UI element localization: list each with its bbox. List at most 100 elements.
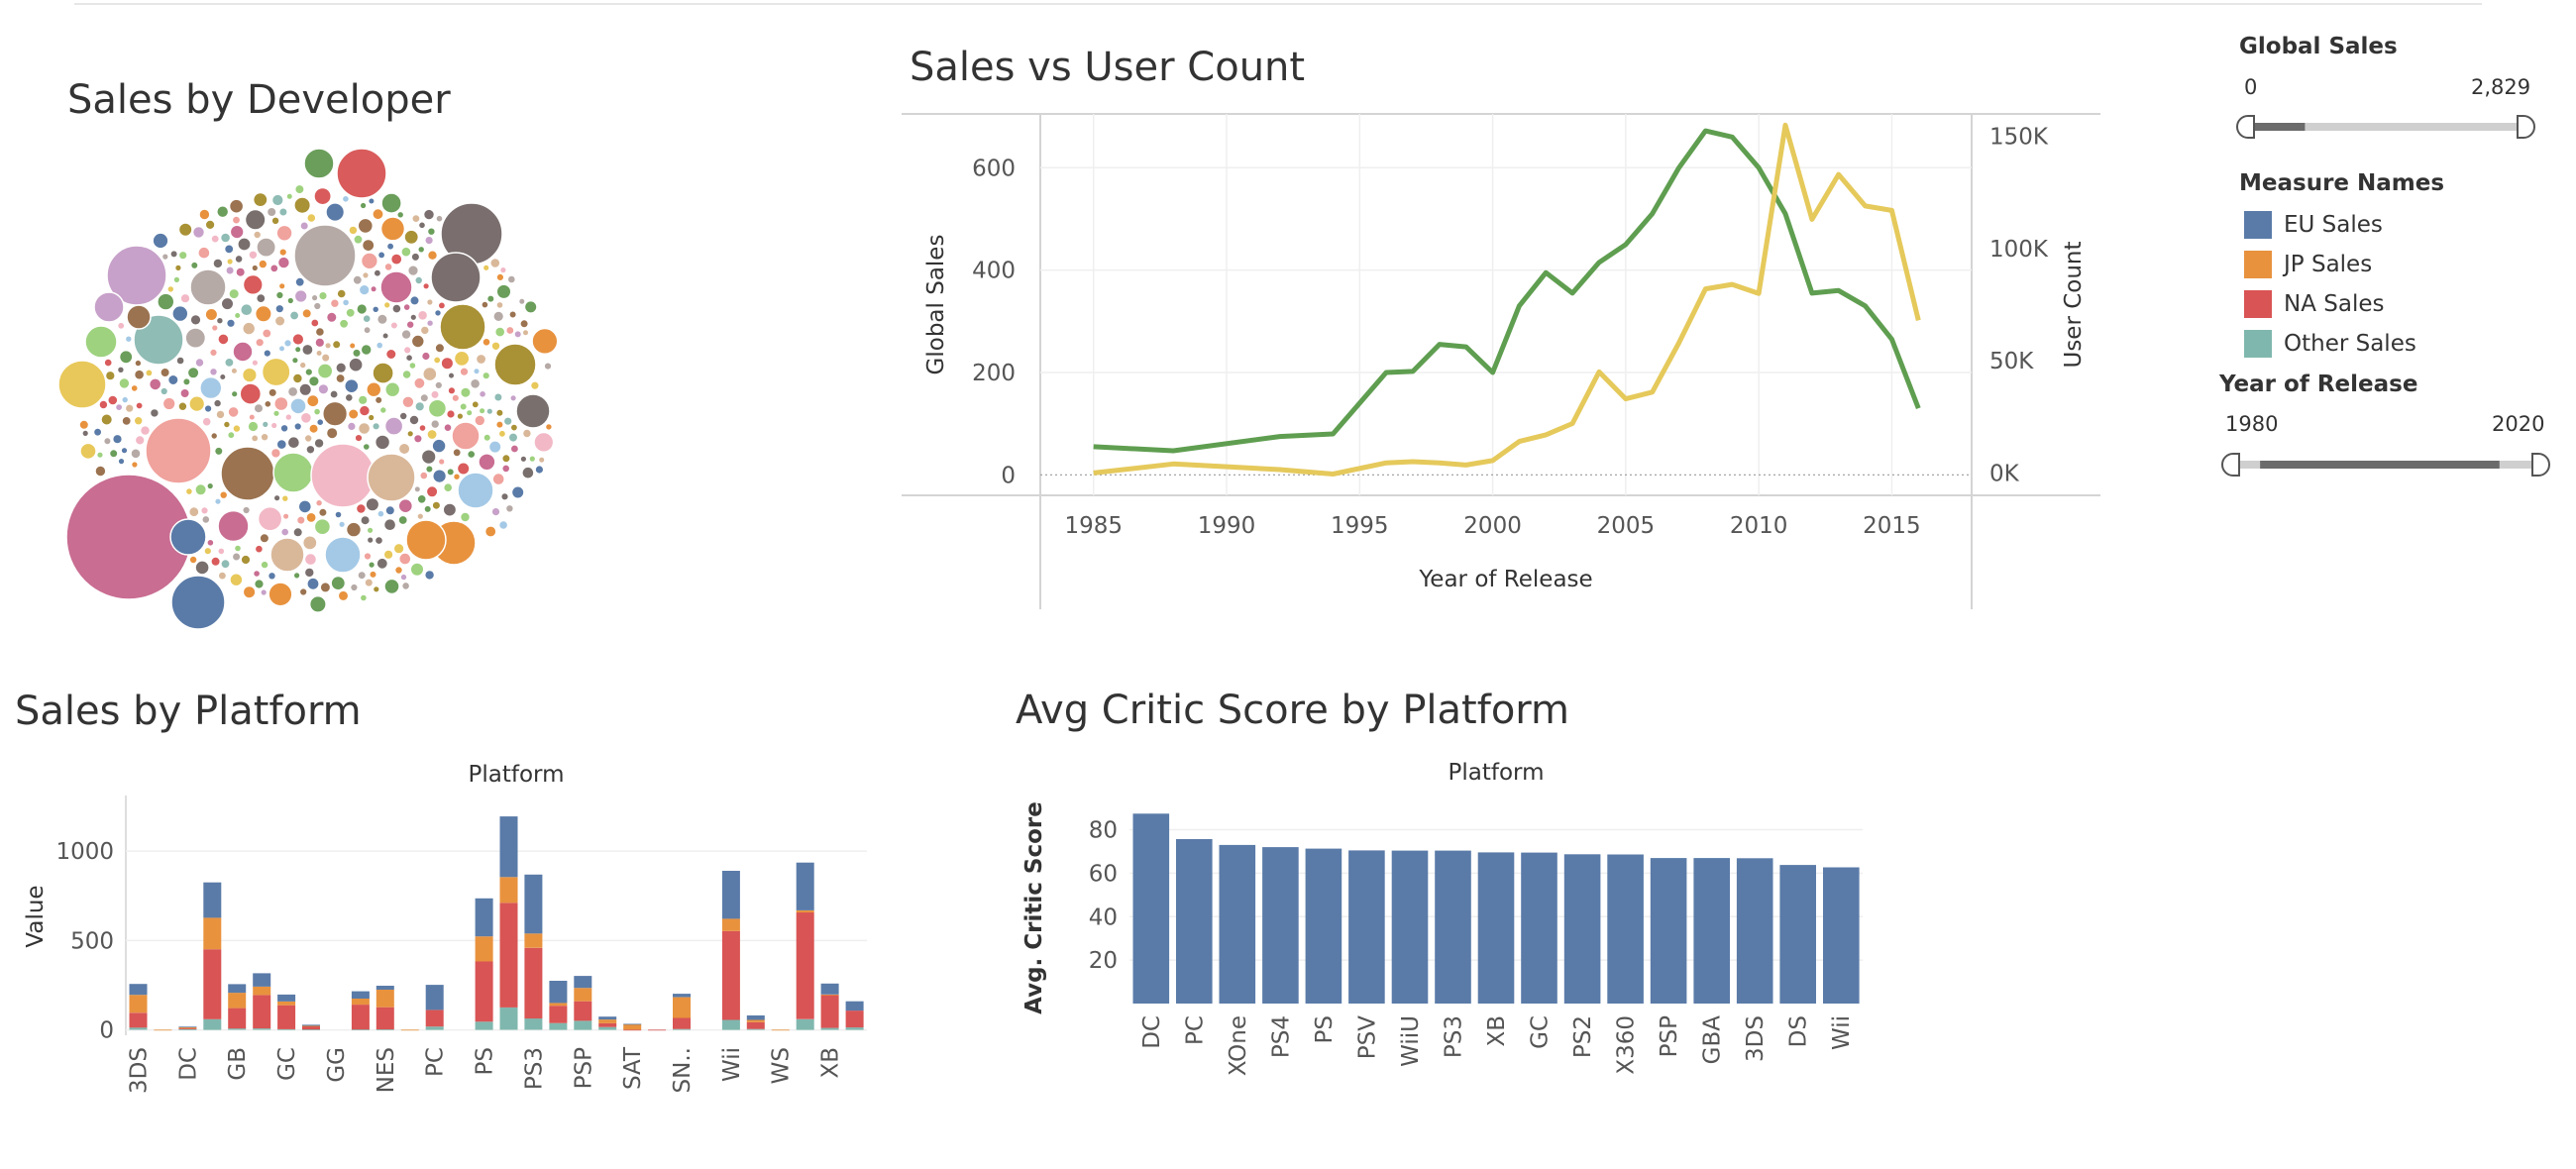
critic-bar[interactable]	[1305, 848, 1342, 1004]
platform-bar-segment[interactable]	[475, 1021, 493, 1030]
developer-bubble[interactable]	[270, 421, 278, 430]
developer-bubble[interactable]	[460, 386, 472, 398]
developer-bubble[interactable]	[314, 518, 331, 536]
developer-bubble[interactable]	[362, 314, 372, 323]
developer-bubble[interactable]	[425, 465, 434, 474]
developer-bubble[interactable]	[280, 527, 289, 537]
developer-bubble[interactable]	[530, 380, 540, 390]
developer-bubble[interactable]	[260, 560, 269, 570]
developer-bubble[interactable]	[248, 413, 256, 421]
developer-bubble[interactable]	[240, 303, 254, 316]
platform-bar-segment[interactable]	[796, 909, 814, 913]
developer-bubble[interactable]	[228, 288, 240, 300]
critic-bar[interactable]	[1262, 847, 1299, 1004]
developer-bubble[interactable]	[364, 578, 374, 587]
developer-bubble[interactable]	[511, 485, 525, 499]
developer-bubble[interactable]	[316, 418, 325, 427]
platform-bar-segment[interactable]	[253, 995, 271, 1029]
developer-bubble[interactable]	[301, 308, 312, 319]
developer-bubble[interactable]	[200, 506, 209, 515]
developer-bubble[interactable]	[401, 370, 412, 379]
developer-bubble[interactable]	[391, 303, 402, 314]
platform-bar-segment[interactable]	[598, 1019, 617, 1023]
developer-bubble[interactable]	[499, 266, 507, 274]
developer-bubble[interactable]	[149, 377, 161, 391]
developer-bubble[interactable]	[291, 357, 299, 365]
developer-bubble[interactable]	[389, 321, 398, 330]
developer-bubble[interactable]	[125, 403, 135, 413]
developer-bubble[interactable]	[368, 413, 376, 422]
developer-bubble[interactable]	[303, 148, 335, 179]
platform-bar-segment[interactable]	[499, 903, 518, 1008]
developer-bubble[interactable]	[430, 389, 440, 399]
developer-bubble[interactable]	[219, 490, 228, 499]
developer-bubble[interactable]	[421, 351, 431, 362]
developer-bubble[interactable]	[390, 253, 403, 266]
developer-bubble[interactable]	[221, 297, 234, 311]
developer-bubble[interactable]	[273, 494, 281, 502]
platform-bar-segment[interactable]	[499, 877, 518, 903]
developer-bubble[interactable]	[203, 547, 212, 556]
developer-bubble[interactable]	[194, 560, 210, 576]
developer-bubble[interactable]	[267, 207, 277, 217]
developer-bubble[interactable]	[427, 250, 438, 261]
developer-bubble[interactable]	[216, 205, 229, 218]
developer-bubble[interactable]	[199, 376, 223, 399]
slider-handle[interactable]	[2531, 453, 2550, 477]
developer-bubble[interactable]	[150, 408, 160, 418]
developer-bubble[interactable]	[326, 311, 338, 323]
developer-bubble[interactable]	[376, 341, 384, 350]
developer-bubble[interactable]	[100, 413, 113, 426]
platform-bar-segment[interactable]	[598, 1026, 617, 1030]
developer-bubble[interactable]	[125, 335, 133, 343]
platform-bar-segment[interactable]	[277, 1028, 296, 1030]
developer-bubble[interactable]	[402, 303, 411, 311]
developer-bubble[interactable]	[313, 187, 332, 205]
developer-bubble[interactable]	[289, 397, 307, 415]
developer-bubble[interactable]	[433, 356, 442, 365]
developer-bubble[interactable]	[386, 242, 395, 251]
developer-bubble[interactable]	[481, 300, 489, 309]
developer-bubble[interactable]	[237, 237, 252, 252]
developer-bubble[interactable]	[285, 192, 293, 200]
developer-bubble[interactable]	[360, 515, 371, 526]
developer-bubble[interactable]	[294, 346, 302, 354]
developer-bubble[interactable]	[103, 437, 112, 446]
developer-bubble[interactable]	[505, 326, 515, 335]
developer-bubble[interactable]	[178, 222, 193, 237]
developer-bubble[interactable]	[401, 395, 415, 408]
developer-bubble[interactable]	[426, 429, 438, 440]
developer-bubble[interactable]	[448, 372, 455, 379]
developer-bubble[interactable]	[84, 325, 118, 359]
developer-bubble[interactable]	[515, 393, 551, 429]
developer-bubble[interactable]	[112, 434, 123, 445]
developer-bubble[interactable]	[223, 420, 231, 429]
platform-bar-segment[interactable]	[796, 912, 814, 1019]
developer-bubble[interactable]	[321, 353, 331, 363]
developer-bubble[interactable]	[117, 321, 126, 330]
developer-bubble[interactable]	[245, 209, 267, 231]
developer-bubble[interactable]	[376, 557, 388, 570]
developer-bubble[interactable]	[240, 382, 262, 405]
developer-bubble[interactable]	[432, 469, 447, 483]
developer-bubble[interactable]	[220, 559, 231, 570]
platform-bar-segment[interactable]	[475, 936, 493, 962]
developer-bubble[interactable]	[287, 386, 299, 397]
developer-bubble[interactable]	[383, 579, 400, 594]
developer-bubble[interactable]	[501, 454, 511, 464]
developer-bubble[interactable]	[210, 556, 221, 567]
platform-bar-segment[interactable]	[228, 984, 247, 994]
platform-bar-segment[interactable]	[351, 1029, 370, 1030]
developer-bubble[interactable]	[315, 327, 325, 337]
developer-bubble[interactable]	[383, 549, 394, 560]
developer-bubble[interactable]	[79, 443, 97, 460]
platform-bar-segment[interactable]	[277, 994, 296, 1002]
developer-bubble[interactable]	[424, 236, 434, 246]
developer-bubble[interactable]	[300, 412, 312, 424]
platform-bar-segment[interactable]	[499, 816, 518, 878]
developer-bubble[interactable]	[358, 422, 371, 435]
platform-bar-segment[interactable]	[746, 1021, 765, 1029]
developer-bubble[interactable]	[494, 326, 506, 338]
developer-bubble[interactable]	[438, 458, 446, 466]
